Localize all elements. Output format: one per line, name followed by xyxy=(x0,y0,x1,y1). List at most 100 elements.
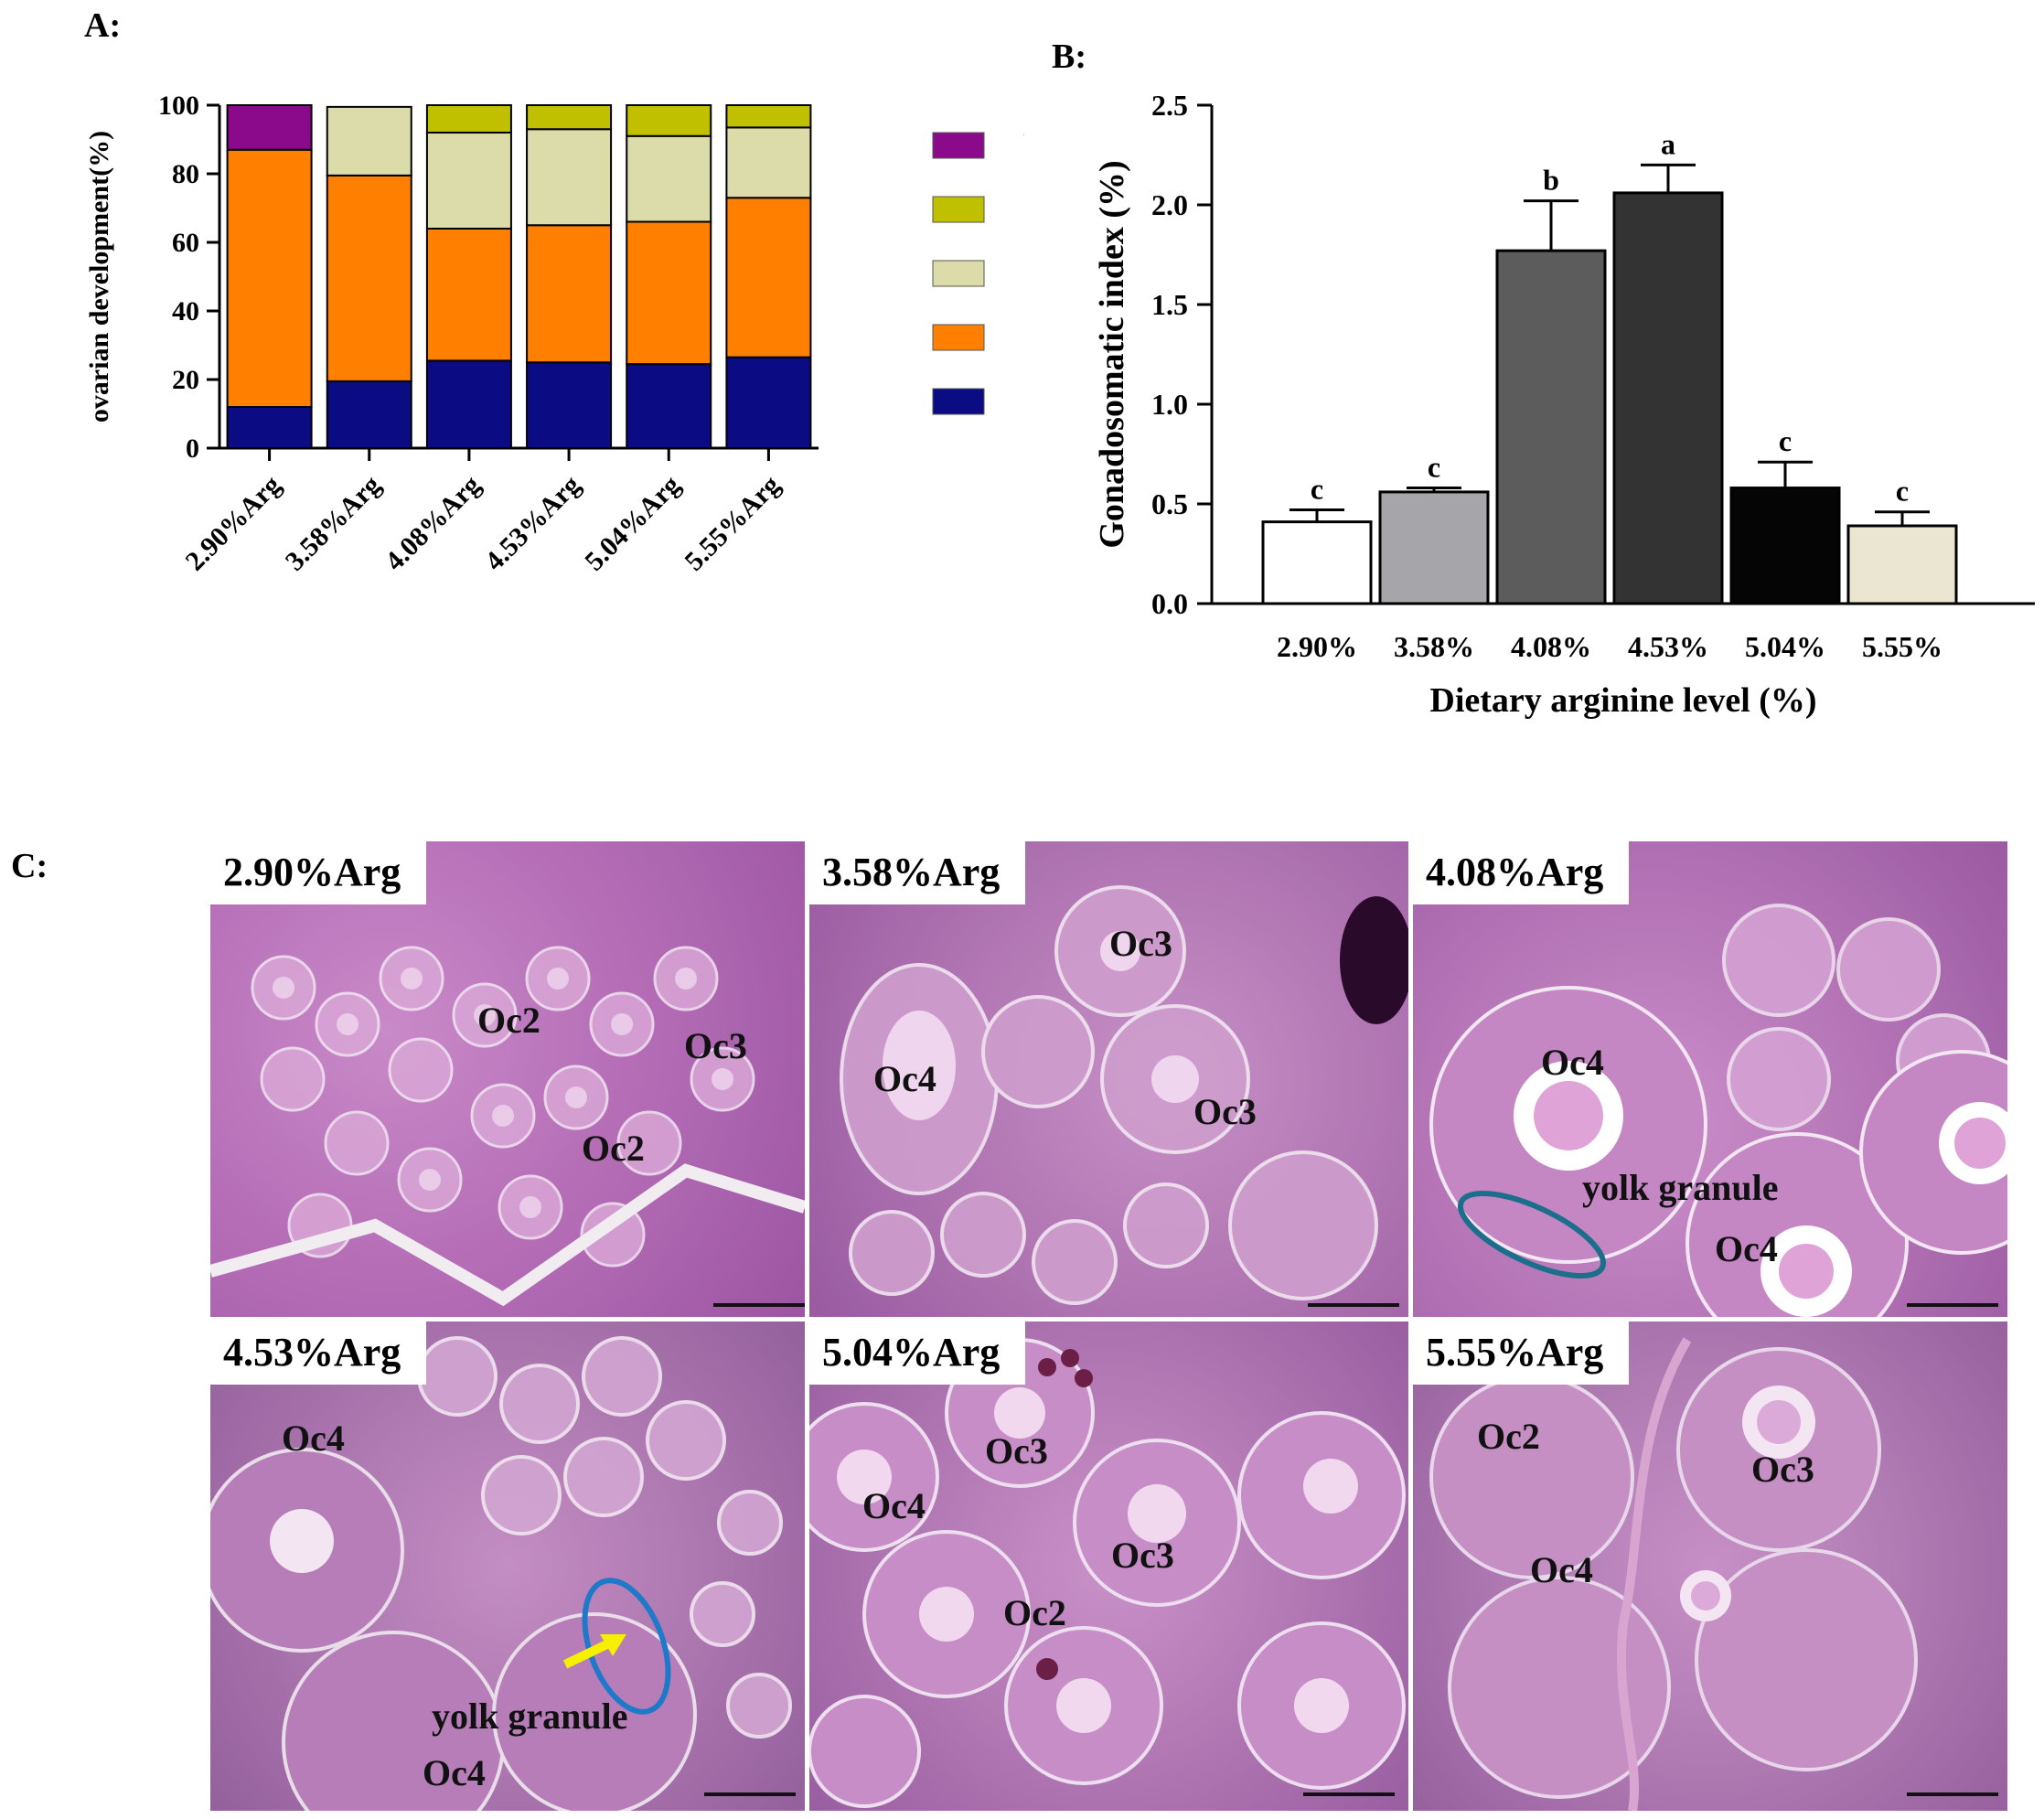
x-tick-label: 4.53%Arg xyxy=(479,470,586,577)
x-tick-label: 5.04%Arg xyxy=(579,470,686,577)
tissue-texture xyxy=(840,885,1408,1305)
stacked-bar-segment xyxy=(626,134,712,223)
oocyte-annotation: Oc3 xyxy=(1111,1535,1174,1576)
y-axis-label: Gonadosomatic index (%) xyxy=(1093,160,1131,548)
legend-swatch xyxy=(932,324,985,351)
oocyte-annotation: Oc4 xyxy=(423,1752,486,1793)
ovarian-development-stacked-bar-chart: 0 20 40 60 80 100 ovarian development(%) 2.90%A… xyxy=(84,91,1024,577)
stacked-bar-segment xyxy=(226,148,313,408)
stacked-bar-segment xyxy=(526,224,613,364)
legend-swatch xyxy=(932,260,985,287)
micrograph-label: 4.08%Arg xyxy=(1413,841,1630,904)
y-tick-label: 2.5 xyxy=(1151,89,1188,122)
stacked-bar-segment xyxy=(526,361,613,449)
x-tick-label: 5.04% xyxy=(1745,630,1825,663)
oocyte-annotation: Oc4 xyxy=(862,1485,926,1526)
micrograph-5-55-arg: 5.55%Arg Oc2 Oc3 Oc4 xyxy=(1413,1321,2007,1811)
y-tick-label: 40 xyxy=(172,296,199,326)
oocyte-annotation: Oc2 xyxy=(582,1128,645,1169)
significance-letter: c xyxy=(1896,475,1909,508)
oocyte-annotation: Oc4 xyxy=(1715,1228,1778,1269)
scale-bar xyxy=(704,1792,796,1796)
y-tick-label: 20 xyxy=(172,365,199,395)
gonadosomatic-index-bar-chart: 0.0 0.5 1.0 1.5 2.0 2.5 Gonadosomatic index (%… xyxy=(1093,89,2035,720)
y-tick-label: 80 xyxy=(172,159,199,189)
y-tick-label: 0.5 xyxy=(1151,487,1188,520)
y-tick-label: 0 xyxy=(186,433,199,464)
scale-bar xyxy=(1308,1303,1399,1307)
stacked-bar-segment xyxy=(626,363,712,449)
micrograph-2-90-arg: 2.90%Arg Oc2 Oc3 Oc2 xyxy=(210,841,805,1317)
oocyte-annotation: Oc3 xyxy=(1193,1091,1257,1132)
oocyte-annotation: Oc3 xyxy=(1751,1449,1814,1490)
panel-a-letter: A: xyxy=(84,6,122,45)
gsi-bar xyxy=(1612,191,1724,605)
gsi-bar xyxy=(1729,487,1841,605)
stacked-bar-segment xyxy=(626,104,712,137)
x-tick-label: 5.55%Arg xyxy=(679,470,786,577)
significance-letter: c xyxy=(1779,424,1792,457)
y-tick-label: 0.0 xyxy=(1151,587,1188,620)
x-tick-label: 4.08% xyxy=(1511,630,1591,663)
x-tick-label: 4.08%Arg xyxy=(380,470,487,577)
legend-label: Ⅴ xyxy=(1023,130,1024,164)
x-tick-label: 2.90% xyxy=(1277,630,1357,663)
oocyte-annotation: Oc4 xyxy=(282,1418,345,1459)
yolk-granule-annotation: yolk granule xyxy=(432,1696,628,1737)
stacked-bar-segment xyxy=(326,380,412,449)
gsi-bar xyxy=(1378,490,1490,605)
tissue-texture xyxy=(1429,1337,1918,1811)
significance-letter: a xyxy=(1661,127,1675,160)
y-tick-label: 60 xyxy=(172,228,199,258)
micrograph-4-08-arg: 4.08%Arg Oc4 yolk granule Oc4 xyxy=(1413,841,2007,1317)
legend-swatch xyxy=(932,132,985,159)
panel-c-letter: C: xyxy=(11,847,48,885)
panel-b-letter: B: xyxy=(1052,37,1086,76)
stacked-bar-segment xyxy=(526,104,613,131)
oocyte-annotation: Oc2 xyxy=(477,1000,540,1041)
x-tick-label: 5.55% xyxy=(1862,630,1942,663)
scale-bar xyxy=(1907,1792,1998,1796)
stacked-bar-segment xyxy=(725,197,812,358)
tissue-texture xyxy=(809,1338,1406,1808)
y-tick-label: 2.0 xyxy=(1151,188,1188,221)
stacked-bar-segment xyxy=(326,174,412,382)
y-axis-label: ovarian development(%) xyxy=(84,131,114,423)
x-tick-label: 4.53% xyxy=(1628,630,1708,663)
micrograph-label: 4.53%Arg xyxy=(210,1321,427,1385)
micrograph-5-04-arg: 5.04%Arg Oc3 Oc4 Oc3 Oc2 xyxy=(809,1321,1408,1811)
oocyte-annotation: Oc3 xyxy=(985,1430,1048,1471)
tissue-texture xyxy=(1429,904,2007,1317)
gsi-bar xyxy=(1846,524,1958,605)
oocyte-annotation: Oc4 xyxy=(1530,1549,1593,1590)
micrograph-label: 5.55%Arg xyxy=(1413,1321,1630,1385)
stacked-bar-segment xyxy=(425,104,512,134)
x-tick-label: 3.58%Arg xyxy=(280,470,387,577)
stacked-bar-segment xyxy=(725,104,812,129)
micrograph-3-58-arg: 3.58%Arg Oc3 Oc4 Oc3 xyxy=(809,841,1408,1317)
oocyte-annotation: Oc3 xyxy=(684,1025,747,1066)
micrograph-4-53-arg: 4.53%Arg Oc4 yolk granule Oc4 xyxy=(210,1321,805,1811)
significance-letter: b xyxy=(1543,164,1559,197)
x-axis-label: Dietary arginine level (%) xyxy=(1429,681,1816,720)
significance-letter: c xyxy=(1428,451,1440,484)
scale-bar xyxy=(713,1303,805,1307)
gsi-bar xyxy=(1261,520,1373,605)
oocyte-annotation: Oc4 xyxy=(1541,1042,1604,1083)
tissue-texture xyxy=(210,946,805,1307)
legend-swatch xyxy=(932,196,985,223)
legend-swatch xyxy=(932,388,985,415)
gsi-bar xyxy=(1495,249,1607,605)
y-tick-label: 1.0 xyxy=(1151,388,1188,421)
oocyte-annotation: Oc4 xyxy=(873,1058,936,1099)
x-tick-label: 2.90%Arg xyxy=(180,470,287,577)
stacked-bar-segment xyxy=(425,359,512,449)
scale-bar xyxy=(1907,1303,1998,1307)
stacked-bar-segment xyxy=(226,406,313,449)
y-tick-label: 1.5 xyxy=(1151,288,1188,321)
scale-bar xyxy=(1303,1792,1395,1796)
oocyte-annotation: Oc3 xyxy=(1109,923,1172,964)
stacked-bar-segment xyxy=(626,220,712,366)
stacked-bar-segment xyxy=(425,132,512,230)
micrograph-label: 5.04%Arg xyxy=(809,1321,1026,1385)
